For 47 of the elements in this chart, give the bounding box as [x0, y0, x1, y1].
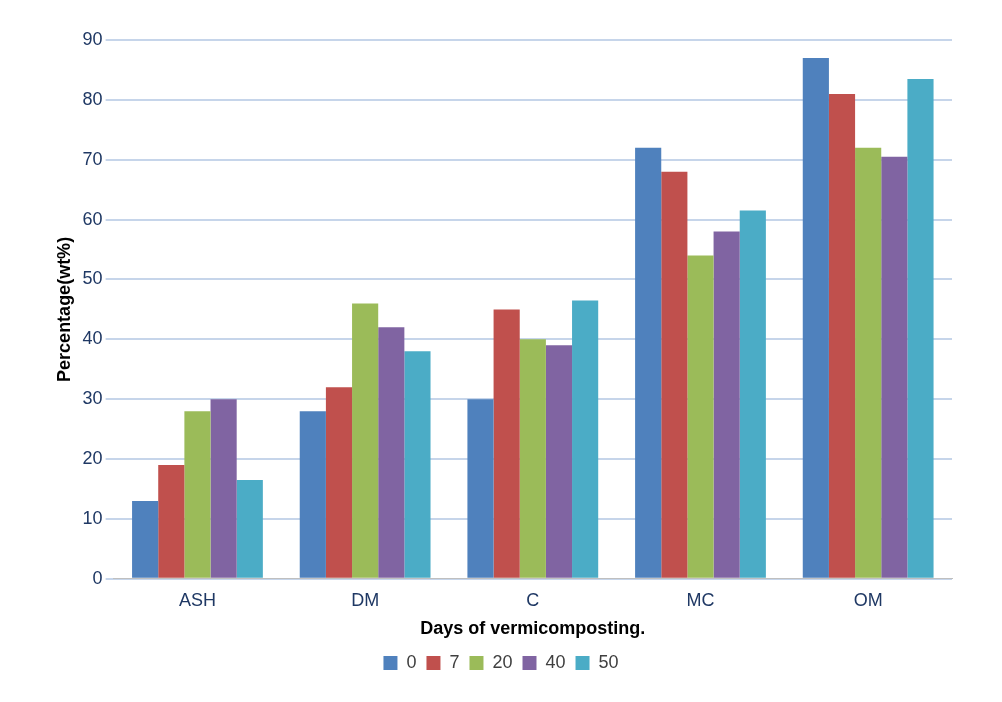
x-tick-label: ASH — [178, 589, 216, 610]
x-tick-label: MC — [686, 589, 715, 610]
x-tick-label: DM — [351, 589, 380, 610]
bar — [802, 57, 829, 578]
y-tick-label: 90 — [82, 28, 103, 49]
legend-label: 20 — [492, 651, 513, 672]
y-tick-label: 40 — [82, 328, 103, 349]
bar — [713, 231, 740, 578]
bar — [855, 147, 882, 578]
x-axis-title: Days of vermicomposting. — [420, 618, 646, 639]
bar — [210, 399, 237, 578]
bar — [378, 327, 405, 578]
y-tick-label: 0 — [92, 567, 103, 588]
bar — [519, 339, 546, 578]
bar — [236, 480, 263, 578]
bar — [687, 255, 714, 578]
bar — [184, 411, 211, 578]
bar — [545, 345, 573, 578]
bar — [467, 399, 494, 578]
bar — [828, 93, 856, 578]
y-axis-title: Percentage(wt%) — [53, 236, 74, 382]
x-tick-label: C — [526, 589, 540, 610]
y-tick-label: 70 — [82, 148, 103, 169]
bar — [493, 309, 520, 578]
bar — [881, 156, 908, 578]
bar — [325, 387, 353, 578]
bar — [907, 78, 934, 578]
legend-label: 50 — [598, 651, 619, 672]
legend-label: 0 — [406, 651, 417, 672]
bar — [299, 411, 326, 578]
y-tick-label: 50 — [82, 268, 103, 289]
bar — [572, 300, 599, 578]
bar — [404, 351, 431, 578]
legend-label: 40 — [545, 651, 566, 672]
y-tick-label: 30 — [82, 388, 103, 409]
bar — [739, 210, 766, 578]
y-tick-label: 20 — [82, 448, 103, 469]
y-tick-label: 60 — [82, 208, 103, 229]
x-tick-label: OM — [853, 589, 883, 610]
y-tick-label: 80 — [82, 88, 103, 109]
legend-label: 7 — [449, 651, 460, 672]
bar — [132, 500, 159, 578]
bar — [661, 171, 688, 578]
bar — [635, 147, 662, 578]
y-tick-label: 10 — [82, 507, 103, 528]
bar — [158, 465, 185, 578]
bar — [352, 303, 379, 578]
